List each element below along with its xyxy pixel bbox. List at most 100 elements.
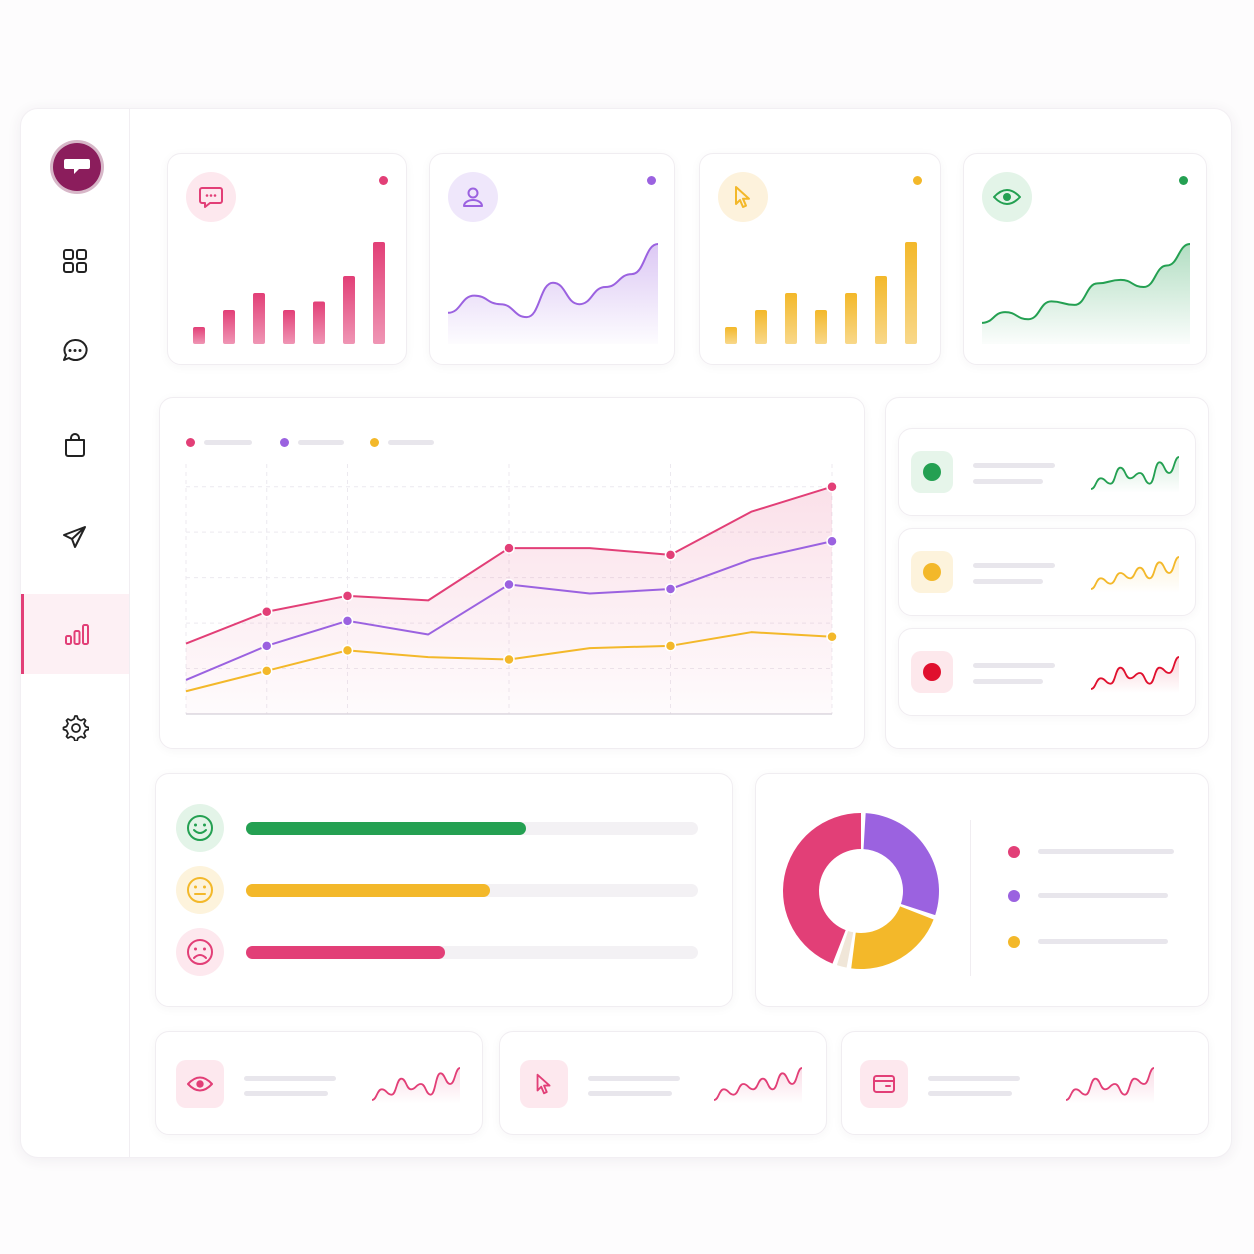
stat-icon-badge: [982, 172, 1032, 222]
trend-row[interactable]: [898, 628, 1196, 716]
bottom-card-views[interactable]: [155, 1031, 483, 1135]
bar-mark: [343, 276, 355, 344]
area-fill: [448, 244, 658, 344]
text-placeholder: [588, 1076, 680, 1081]
text-placeholder: [973, 579, 1043, 584]
text-placeholder: [928, 1091, 1012, 1096]
shopping-bag-icon: [65, 433, 85, 457]
stat-icon-badge: [186, 172, 236, 222]
data-point: [826, 630, 838, 643]
users-area-chart: [447, 243, 659, 344]
text-placeholder: [244, 1091, 328, 1096]
donut-card: [755, 773, 1209, 1007]
data-point: [664, 640, 677, 652]
data-point: [664, 583, 677, 595]
data-point: [503, 542, 515, 554]
sidebar-item-shop[interactable]: [21, 405, 129, 485]
text-placeholder: [1038, 849, 1174, 854]
bottom-sparkline: [1065, 1067, 1155, 1104]
message-icon: [199, 187, 223, 208]
status-dot: [1179, 176, 1188, 185]
messages-bar-chart: [193, 242, 385, 344]
bar-mark: [283, 310, 295, 344]
text-placeholder: [928, 1076, 1020, 1081]
bar-mark: [905, 242, 917, 344]
trend-row[interactable]: [898, 428, 1196, 516]
dot-icon: [923, 663, 941, 681]
data-point: [341, 615, 354, 627]
trend-icon-badge: [911, 551, 953, 593]
sidebar-item-send[interactable]: [21, 497, 129, 577]
grid-icon: [63, 249, 87, 273]
sidebar-item-messages[interactable]: [21, 311, 129, 391]
views-area-chart: [981, 243, 1191, 344]
sparkline-fill: [1091, 657, 1179, 693]
text-placeholder: [1038, 893, 1168, 898]
bar-mark: [253, 293, 265, 344]
sentiment-bar-positive: [246, 822, 698, 835]
brand-logo[interactable]: [53, 143, 101, 191]
donut-slice: [783, 813, 861, 964]
text-placeholder: [973, 679, 1043, 684]
area-fill: [982, 244, 1190, 344]
stat-card-users[interactable]: [429, 153, 675, 365]
sad-face-icon: [187, 939, 213, 965]
main-chart-card: [159, 397, 865, 749]
wallet-icon: [873, 1075, 895, 1093]
trend-list-card: [885, 397, 1209, 749]
eye-icon: [186, 1076, 214, 1092]
bottom-card-clicks[interactable]: [499, 1031, 827, 1135]
status-dot: [913, 176, 922, 185]
series-line: [447, 243, 659, 319]
divider: [970, 820, 971, 976]
bar-mark: [373, 242, 385, 344]
bottom-card-wallet[interactable]: [841, 1031, 1209, 1135]
text-placeholder: [1038, 939, 1168, 944]
data-point: [261, 605, 273, 618]
sidebar-item-settings[interactable]: [21, 687, 129, 767]
cursor-icon: [536, 1073, 551, 1095]
status-dot: [647, 176, 656, 185]
donut-legend-dot: [1008, 846, 1020, 858]
settings-icon: [62, 715, 89, 741]
donut-slice: [836, 930, 854, 968]
chat-bubble-logo-icon: [64, 159, 90, 174]
data-point: [341, 590, 354, 602]
bottom-icon-badge: [860, 1060, 908, 1108]
trend-icon-badge: [911, 651, 953, 693]
trend-icon-badge: [911, 451, 953, 493]
sentiment-card: [155, 773, 733, 1007]
data-point: [261, 640, 273, 652]
user-icon: [463, 187, 483, 207]
stat-card-clicks[interactable]: [699, 153, 941, 365]
sidebar-item-analytics[interactable]: [21, 594, 129, 674]
dot-icon: [923, 563, 941, 581]
sidebar: [21, 109, 130, 1157]
data-point: [341, 644, 354, 657]
sparkline-line: [1090, 656, 1180, 690]
donut-chart: [783, 813, 939, 969]
stat-card-views[interactable]: [963, 153, 1207, 365]
bar-chart-icon: [64, 624, 89, 645]
trend-sparkline: [1090, 456, 1180, 493]
stat-card-messages[interactable]: [167, 153, 407, 365]
clicks-bar-chart: [725, 242, 917, 344]
stat-icon-badge: [718, 172, 768, 222]
dot-icon: [923, 463, 941, 481]
bottom-icon-badge: [176, 1060, 224, 1108]
happy-face-badge: [176, 804, 224, 852]
series-line: [981, 243, 1191, 324]
trend-row[interactable]: [898, 528, 1196, 616]
donut-slice: [863, 813, 939, 916]
sad-face-badge: [176, 928, 224, 976]
status-dot: [379, 176, 388, 185]
sparkline-line: [1090, 456, 1180, 490]
sidebar-item-dashboard[interactable]: [21, 221, 129, 301]
data-point: [826, 480, 838, 493]
cursor-icon: [735, 186, 750, 208]
stat-icon-badge: [448, 172, 498, 222]
donut-legend-dot: [1008, 890, 1020, 902]
happy-face-icon: [187, 815, 213, 841]
data-point: [261, 665, 273, 677]
text-placeholder: [973, 663, 1055, 668]
